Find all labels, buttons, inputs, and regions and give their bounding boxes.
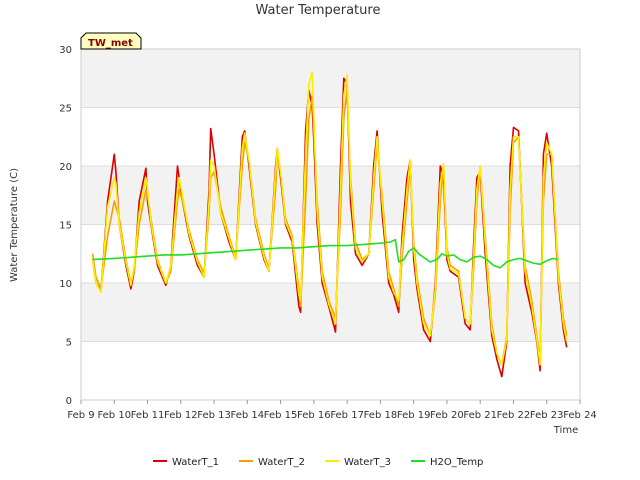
series-layer xyxy=(91,71,568,378)
x-tick-label: Feb 14 xyxy=(231,410,265,421)
x-tick-label: Feb 22 xyxy=(497,410,531,421)
plot-border xyxy=(80,48,581,401)
y-tick-label: 15 xyxy=(59,221,72,232)
x-axis-ticks: Feb 9 Feb 10 Feb 11 Feb 12 Feb 13 Feb 14 Feb 1… xyxy=(67,400,597,421)
legend: WaterT_1 WaterT_2 WaterT_3 H2O_Temp xyxy=(153,457,483,468)
x-tick-label: Feb 9 xyxy=(67,410,94,421)
legend-label: WaterT_2 xyxy=(258,457,305,468)
series-line-watert-3 xyxy=(91,71,568,366)
y-axis-ticks: 0 5 10 15 20 25 30 xyxy=(59,45,72,407)
x-tick-label: Feb 18 xyxy=(364,410,398,421)
x-tick-label: Feb 24 xyxy=(563,410,597,421)
y-axis-title: Water Temperature (C) xyxy=(9,168,20,282)
background-band xyxy=(81,166,580,225)
x-tick-label: Feb 11 xyxy=(131,410,165,421)
x-tick-label: Feb 10 xyxy=(97,410,131,421)
legend-label: WaterT_1 xyxy=(172,457,219,468)
x-axis-title: Time xyxy=(553,425,578,436)
y-tick-label: 25 xyxy=(59,104,72,115)
legend-label: H2O_Temp xyxy=(430,457,483,468)
background-band xyxy=(81,107,580,166)
x-tick-label: Feb 19 xyxy=(397,410,431,421)
y-tick-label: 20 xyxy=(59,162,72,173)
x-tick-label: Feb 20 xyxy=(430,410,464,421)
background-bands xyxy=(81,49,580,400)
station-label-frame xyxy=(80,32,142,50)
legend-label: WaterT_3 xyxy=(344,457,391,468)
x-tick-label: Feb 23 xyxy=(530,410,564,421)
station-label: TW_met xyxy=(88,38,133,49)
background-band xyxy=(81,49,580,108)
y-tick-label: 10 xyxy=(59,279,72,290)
background-band xyxy=(81,224,580,283)
chart-title: Water Temperature xyxy=(256,3,381,18)
x-tick-label: Feb 12 xyxy=(164,410,198,421)
x-tick-label: Feb 16 xyxy=(297,410,331,421)
x-tick-label: Feb 15 xyxy=(264,410,298,421)
y-tick-label: 0 xyxy=(66,396,72,407)
x-tick-label: Feb 13 xyxy=(197,410,231,421)
series-line-h2o-temp xyxy=(92,238,559,269)
x-tick-label: Feb 21 xyxy=(463,410,497,421)
station-label-box: TW_met xyxy=(80,32,142,50)
x-tick-label: Feb 17 xyxy=(330,410,364,421)
y-tick-label: 5 xyxy=(66,338,72,349)
y-tick-label: 30 xyxy=(59,45,72,56)
